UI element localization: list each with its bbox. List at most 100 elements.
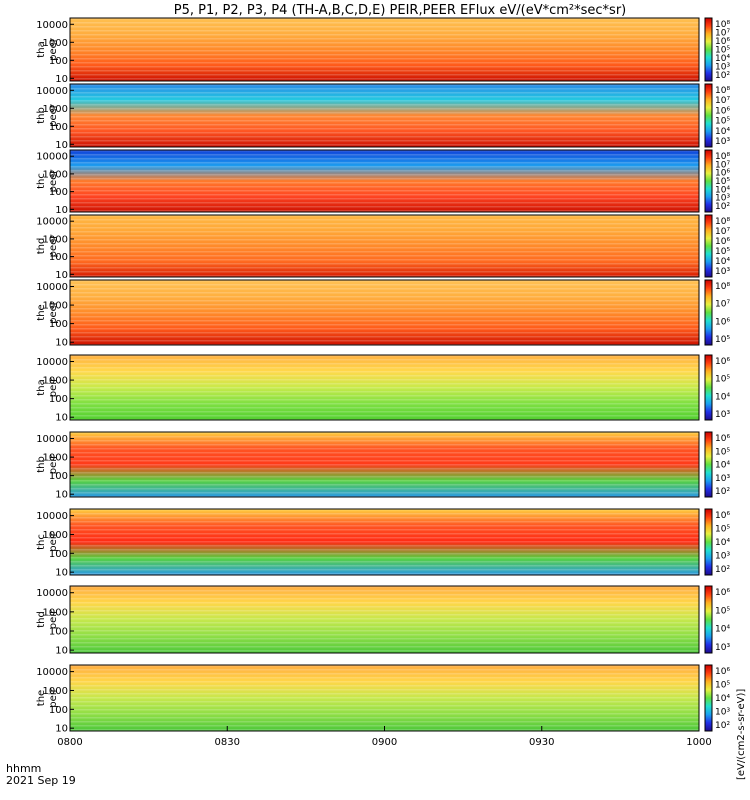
x-axis: 0800 0830 0900 0930 1000 <box>57 726 712 748</box>
colorbar-tick-label: 10² <box>715 202 730 212</box>
spectrogram-image <box>70 432 699 497</box>
colorbar-tick-label: 10⁶ <box>715 106 730 116</box>
y-tick-label: 100 <box>49 394 68 405</box>
colorbar-tick-label: 10² <box>715 487 730 497</box>
y-tick-label: 10 <box>55 140 68 151</box>
panel-instrument-label: peer <box>48 37 59 61</box>
panel-instrument-label: peir <box>48 454 59 474</box>
colorbar <box>704 83 713 148</box>
panel-probe-label: thb <box>36 107 47 124</box>
y-tick-label: 10 <box>55 338 68 349</box>
panel-probe-label: thd <box>36 238 47 255</box>
y-tick-label: 10000 <box>36 511 68 522</box>
spectrogram-image <box>70 150 699 212</box>
panel-frame <box>69 17 700 82</box>
spectrogram-panel: 10 100 1000 10000 thc peir 10⁶ 10⁵ 10⁴ 10³ 10² <box>36 508 730 579</box>
spectrogram-image <box>70 586 699 653</box>
colorbar-tick-label: 10³ <box>715 708 730 718</box>
colorbar-tick-label: 10⁸ <box>715 217 730 227</box>
colorbar <box>704 664 713 732</box>
colorbar-tick-label: 10³ <box>715 63 730 73</box>
panel-frame <box>69 149 700 213</box>
colorbar-tick-label: 10³ <box>715 410 730 420</box>
spectrogram-panel: 10 100 1000 10000 thb peir 10⁶ 10⁵ 10⁴ 10³ 10² <box>36 431 730 501</box>
colorbar-tick-label: 10³ <box>715 267 730 277</box>
y-tick-label: 100 <box>49 252 68 263</box>
colorbar-unit-label: [eV/(cm2-s-sr-eV)] <box>736 689 747 780</box>
colorbar-tick-label: 10⁴ <box>715 625 730 635</box>
panel-frame <box>69 279 700 346</box>
y-tick-label: 100 <box>49 187 68 198</box>
y-tick-label: 10 <box>55 74 68 85</box>
colorbar-tick-label: 10² <box>715 565 730 575</box>
colorbar-tick-label: 10⁴ <box>715 461 730 471</box>
colorbar-tick-label: 10⁶ <box>715 237 730 247</box>
colorbar-tick-label: 10² <box>715 71 730 81</box>
colorbar-tick-label: 10² <box>715 721 730 731</box>
panel-instrument-label: peer <box>48 234 59 258</box>
y-tick-label: 10 <box>55 413 68 424</box>
y-tick-label: 10000 <box>36 588 68 599</box>
y-tick-label: 100 <box>49 471 68 482</box>
spectrogram-panel: 10 100 1000 10000 thc peer 10⁸10⁷10⁶10⁵10⁴10³1… <box>36 149 730 216</box>
spectrogram-texture <box>70 150 699 212</box>
colorbar-tick-label: 10⁵ <box>715 447 730 457</box>
spectrogram-panel: 10 100 1000 10000 tha peir 10⁶ 10⁵ 10⁴ 10³ <box>36 354 730 424</box>
colorbar-tick-label: 10⁵ <box>715 335 730 345</box>
y-tick-label: 1000 <box>43 530 68 541</box>
panel-instrument-label: peir <box>48 609 59 629</box>
colorbar-tick-label: 10⁴ <box>715 538 730 548</box>
panel-instrument-label: peer <box>48 300 59 324</box>
colorbar-tick-label: 10⁶ <box>715 357 730 367</box>
colorbar-tick-label: 10³ <box>715 137 730 147</box>
panel-probe-label: thd <box>36 611 47 628</box>
panel-instrument-label: peir <box>48 377 59 397</box>
spectrogram-texture <box>70 355 699 421</box>
panel-probe-label: tha <box>36 41 47 57</box>
spectrogram-texture <box>70 215 699 277</box>
spectrogram-panel: 10 100 1000 10000 thd peir 10⁶ 10⁵ 10⁴ 10³ <box>36 585 730 657</box>
y-tick-label: 1000 <box>43 607 68 618</box>
y-tick-label: 1000 <box>43 104 68 115</box>
colorbar-tick-label: 10⁷ <box>715 160 730 170</box>
y-tick-label: 10 <box>55 490 68 501</box>
colorbar-tick-label: 10³ <box>715 474 730 484</box>
panel-frame <box>69 83 700 148</box>
colorbar <box>704 17 713 82</box>
spectrogram-image <box>70 509 699 575</box>
y-tick-label: 1000 <box>43 234 68 245</box>
colorbar-tick-label: 10⁶ <box>715 667 730 677</box>
spectrogram-image <box>70 215 699 277</box>
colorbar-tick-label: 10⁵ <box>715 606 730 616</box>
colorbar <box>704 431 713 498</box>
spectrogram-panel: 10 100 1000 10000 tha peer 10⁸10⁷10⁶10⁵10⁴10³1… <box>36 17 730 85</box>
panel-probe-label: thc <box>36 534 47 550</box>
panel-frame <box>69 585 700 654</box>
colorbar-tick-label: 10⁵ <box>715 247 730 257</box>
colorbar-tick-label: 10⁶ <box>715 434 730 444</box>
y-tick-label: 1000 <box>43 38 68 49</box>
date-label: 2021 Sep 19 <box>6 774 76 787</box>
colorbar-tick-label: 10⁶ <box>715 37 730 47</box>
colorbar <box>704 149 713 213</box>
y-tick-label: 100 <box>49 626 68 637</box>
figure-title: P5, P1, P2, P3, P4 (TH-A,B,C,D,E) PEIR,P… <box>174 3 627 18</box>
y-tick-label: 10 <box>55 205 68 216</box>
spectrogram-texture <box>70 18 699 80</box>
spectrogram-panel: 10 100 1000 10000 the peer 10⁸ 10⁷ 10⁶ 10⁵ <box>36 279 730 349</box>
colorbar-tick-label: 10⁵ <box>715 117 730 127</box>
y-tick-label: 1000 <box>43 453 68 464</box>
colorbar-tick-label: 10⁴ <box>715 54 730 64</box>
colorbar-tick-label: 10⁶ <box>715 317 730 327</box>
colorbar <box>704 585 713 654</box>
y-tick-label: 100 <box>49 56 68 67</box>
panel-instrument-label: peer <box>48 169 59 193</box>
y-tick-label: 10000 <box>36 282 68 293</box>
colorbar-tick-label: 10⁵ <box>715 46 730 56</box>
spectrogram-panel: 10 100 1000 10000 the peir 10⁶ 10⁵ 10⁴ 10³ 10² <box>36 664 730 735</box>
panel-probe-label: the <box>36 690 47 706</box>
